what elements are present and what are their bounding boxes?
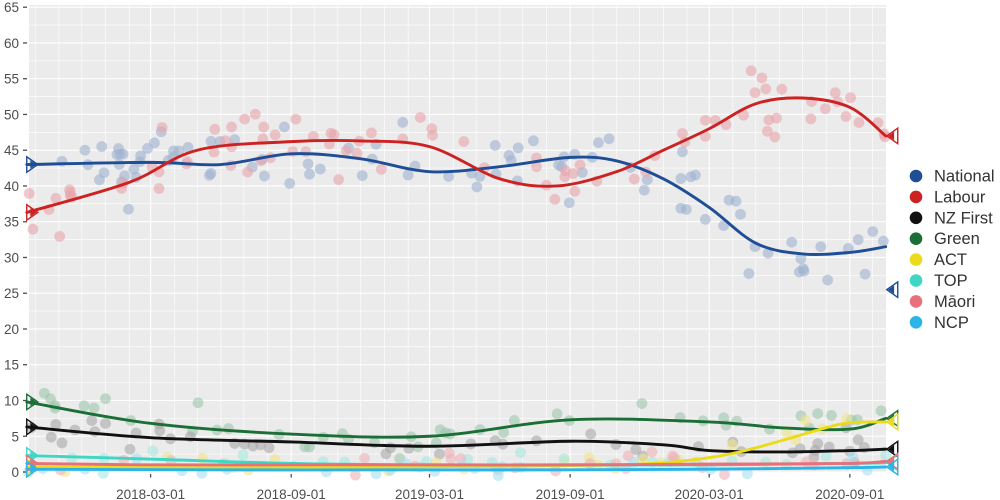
svg-text:NZ First: NZ First [934,209,993,227]
svg-text:10: 10 [4,393,19,408]
svg-text:TOP: TOP [934,272,968,290]
svg-text:40: 40 [4,179,19,194]
svg-text:2018-03-01: 2018-03-01 [116,487,185,500]
svg-text:Māori: Māori [934,293,975,311]
svg-text:2019-03-01: 2019-03-01 [395,487,464,500]
svg-text:30: 30 [4,250,19,265]
svg-text:15: 15 [4,358,19,373]
svg-text:50: 50 [4,107,19,122]
svg-text:25: 25 [4,286,19,301]
svg-text:35: 35 [4,215,19,230]
svg-text:National: National [934,168,995,186]
svg-text:0: 0 [11,465,19,480]
svg-text:5: 5 [11,429,19,444]
svg-text:NCP: NCP [934,314,969,332]
svg-text:2020-09-01: 2020-09-01 [815,487,884,500]
svg-text:20: 20 [4,322,19,337]
svg-text:45: 45 [4,143,19,158]
svg-text:2019-09-01: 2019-09-01 [536,487,605,500]
svg-text:55: 55 [4,72,19,87]
svg-text:Labour: Labour [934,188,986,206]
svg-text:2020-03-01: 2020-03-01 [675,487,744,500]
svg-text:Green: Green [934,230,980,248]
svg-text:60: 60 [4,36,19,51]
svg-text:ACT: ACT [934,251,967,269]
svg-text:2018-09-01: 2018-09-01 [257,487,326,500]
svg-text:65: 65 [4,0,19,15]
